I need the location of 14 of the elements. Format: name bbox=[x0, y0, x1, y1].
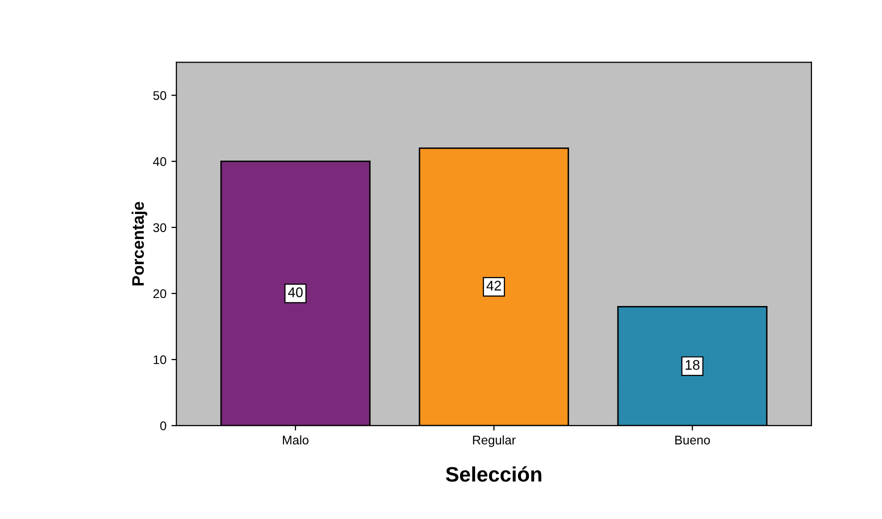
x-tick-label: Regular bbox=[473, 435, 516, 447]
y-tick-label: 20 bbox=[153, 289, 166, 298]
x-tick-label: Malo bbox=[282, 435, 308, 444]
y-tick-label: 10 bbox=[154, 355, 166, 364]
y-tick-label: 0 bbox=[160, 421, 166, 430]
y-axis-title: Porcentaje bbox=[132, 202, 148, 286]
data-label: 18 bbox=[686, 360, 700, 370]
y-tick-label: 50 bbox=[153, 91, 166, 100]
data-label: 40 bbox=[288, 287, 303, 298]
x-axis-title: Selección bbox=[446, 466, 542, 482]
x-tick-label: Bueno bbox=[675, 436, 710, 444]
y-tick-label: 40 bbox=[153, 157, 166, 166]
y-tick-label: 30 bbox=[153, 223, 166, 232]
data-label: 42 bbox=[486, 280, 501, 290]
